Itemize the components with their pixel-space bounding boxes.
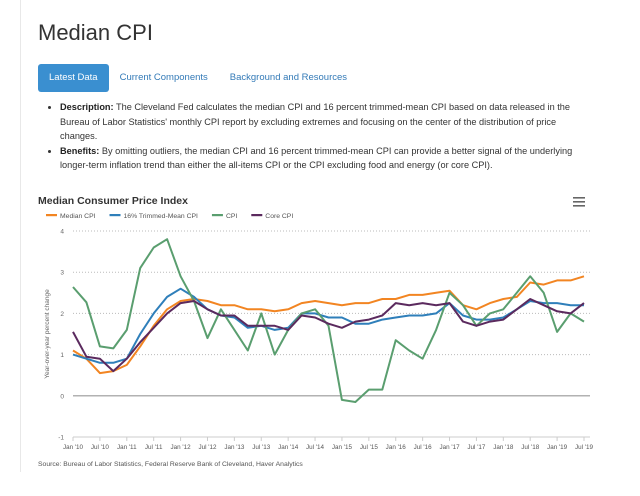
tab-background-resources[interactable]: Background and Resources [229, 72, 348, 83]
x-tick-label: Jul '11 [145, 444, 163, 451]
x-tick-label: Jul '13 [252, 444, 271, 451]
content-border [20, 0, 21, 472]
legend-label: 16% Trimmed-Mean CPI [124, 213, 199, 220]
legend-swatch [46, 214, 57, 217]
x-tick-label: Jan '18 [493, 444, 514, 451]
x-tick-label: Jul '18 [521, 444, 540, 451]
legend-item[interactable]: 16% Trimmed-Mean CPI [109, 213, 199, 220]
x-tick-label: Jan '11 [117, 444, 137, 451]
legend-label: Core CPI [265, 213, 293, 220]
y-axis-label: Year-over-year percent change [44, 289, 51, 379]
x-tick-label: Jan '14 [278, 444, 299, 451]
tab-current-components[interactable]: Current Components [119, 72, 208, 83]
x-tick-label: Jan '13 [224, 444, 245, 451]
y-tick-label: 1 [60, 352, 64, 359]
series-line-16-trimmed-mean-cpi [72, 287, 584, 364]
series-line-cpi [72, 238, 585, 403]
x-tick-label: Jan '17 [439, 444, 460, 451]
legend-item[interactable]: CPI [211, 213, 237, 220]
bullet-description: Description: The Cleveland Fed calculate… [60, 100, 590, 144]
x-tick-label: Jul '14 [306, 444, 325, 451]
tab-bar: Latest Data Current Components Backgroun… [38, 64, 358, 92]
x-tick-label: Jul '12 [198, 444, 217, 451]
source-note: Source: Bureau of Labor Statistics, Fede… [38, 461, 303, 468]
y-tick-label: 2 [60, 311, 64, 318]
x-tick-label: Jan '15 [332, 444, 353, 451]
x-tick-label: Jul '17 [467, 444, 486, 451]
x-tick-label: Jan '16 [386, 444, 407, 451]
series-line-median-cpi [72, 275, 585, 375]
hamburger-menu-icon[interactable] [573, 197, 585, 207]
legend: Median CPI 16% Trimmed-Mean CPI CPI Core CP… [46, 213, 293, 220]
y-tick-label: 3 [60, 270, 64, 277]
x-tick-label: Jul '15 [360, 444, 379, 451]
legend-label: Median CPI [60, 213, 96, 220]
legend-item[interactable]: Core CPI [251, 213, 293, 220]
bullet-benefits: Benefits: By omitting outliers, the medi… [60, 144, 590, 173]
series-line-core-cpi [72, 298, 585, 373]
x-tick-label: Jul '19 [575, 444, 594, 451]
legend-swatch [211, 214, 223, 217]
y-tick-label: 0 [60, 393, 64, 400]
description-list: Description: The Cleveland Fed calculate… [46, 100, 590, 173]
y-tick-label: 4 [60, 229, 64, 236]
tab-latest-data[interactable]: Latest Data [38, 64, 109, 92]
legend-swatch [109, 214, 121, 217]
x-tick-label: Jul '16 [414, 444, 433, 451]
x-tick-label: Jan '19 [547, 444, 568, 451]
page-title: Median CPI [38, 20, 153, 45]
x-tick-label: Jul '10 [91, 444, 110, 451]
legend-label: CPI [226, 213, 237, 220]
x-tick-label: Jan '12 [171, 444, 192, 451]
chart-title: Median Consumer Price Index [38, 195, 188, 207]
x-tick-label: Jan '10 [63, 444, 84, 451]
legend-item[interactable]: Median CPI [46, 213, 96, 220]
y-tick-label: -1 [58, 435, 64, 442]
legend-swatch [251, 214, 263, 217]
